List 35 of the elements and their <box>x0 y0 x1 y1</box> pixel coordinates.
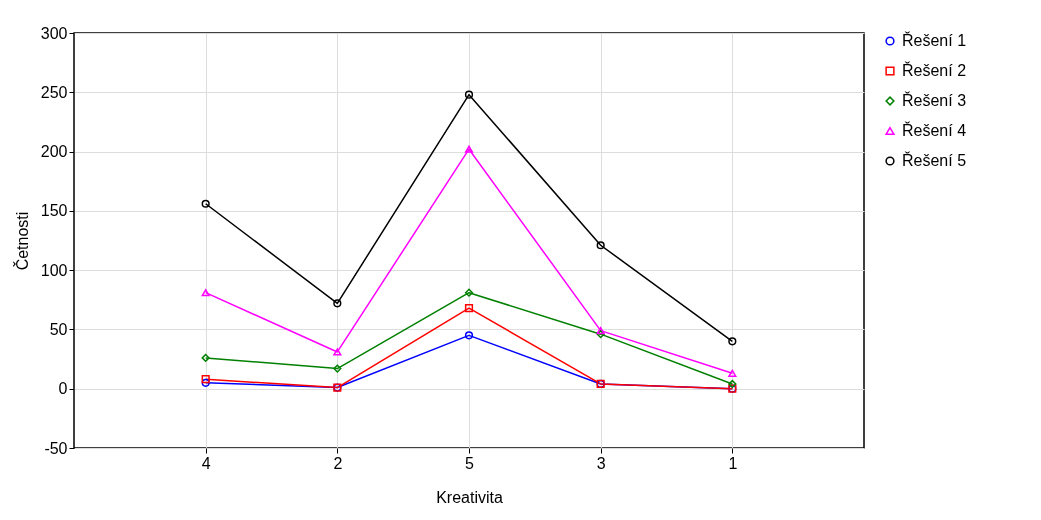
legend-label: Řešení 4 <box>902 121 967 139</box>
point <box>596 326 605 335</box>
point <box>333 364 342 373</box>
point <box>464 303 474 313</box>
y-tick-label: 50 <box>49 320 68 338</box>
legend-label: Řešení 3 <box>902 91 967 109</box>
y-tick-label: 100 <box>40 261 68 279</box>
point <box>464 145 474 153</box>
point <box>728 369 737 377</box>
x-tick-label: 3 <box>596 454 606 472</box>
legend-label: Řešení 5 <box>902 151 967 169</box>
point <box>728 379 737 389</box>
y-tick-label: 200 <box>40 143 68 161</box>
y-tick-label: -50 <box>44 439 68 457</box>
point <box>464 288 474 297</box>
x-tick-label: 5 <box>465 454 475 472</box>
y-tick-label: 150 <box>40 202 68 220</box>
x-tick-label: 2 <box>333 454 343 472</box>
point <box>596 241 605 250</box>
x-tick-label: 1 <box>728 454 738 472</box>
y-tick-label: 0 <box>58 380 68 398</box>
point <box>464 90 474 99</box>
y-axis-title: Četnosti <box>12 211 31 271</box>
point <box>201 353 210 362</box>
x-axis-title: Kreativita <box>436 488 503 506</box>
point <box>596 330 605 339</box>
legend-label: Řešení 2 <box>902 61 967 79</box>
y-tick-label: 300 <box>40 24 68 42</box>
x-tick-label: 4 <box>201 454 211 472</box>
legend-label: Řešení 1 <box>902 31 967 49</box>
point <box>333 348 342 356</box>
y-tick-label: 250 <box>40 83 68 101</box>
point <box>201 289 210 297</box>
point <box>333 299 342 308</box>
point <box>464 331 474 340</box>
